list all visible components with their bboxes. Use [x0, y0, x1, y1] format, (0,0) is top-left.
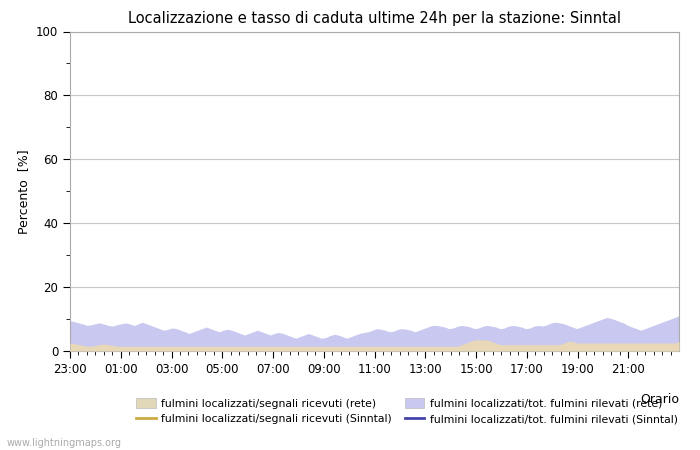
Y-axis label: Percento  [%]: Percento [%] [18, 149, 30, 234]
Title: Localizzazione e tasso di caduta ultime 24h per la stazione: Sinntal: Localizzazione e tasso di caduta ultime … [128, 11, 621, 26]
Legend: fulmini localizzati/segnali ricevuti (rete), fulmini localizzati/segnali ricevut: fulmini localizzati/segnali ricevuti (re… [136, 398, 678, 424]
Text: www.lightningmaps.org: www.lightningmaps.org [7, 438, 122, 448]
Text: Orario: Orario [640, 392, 679, 405]
